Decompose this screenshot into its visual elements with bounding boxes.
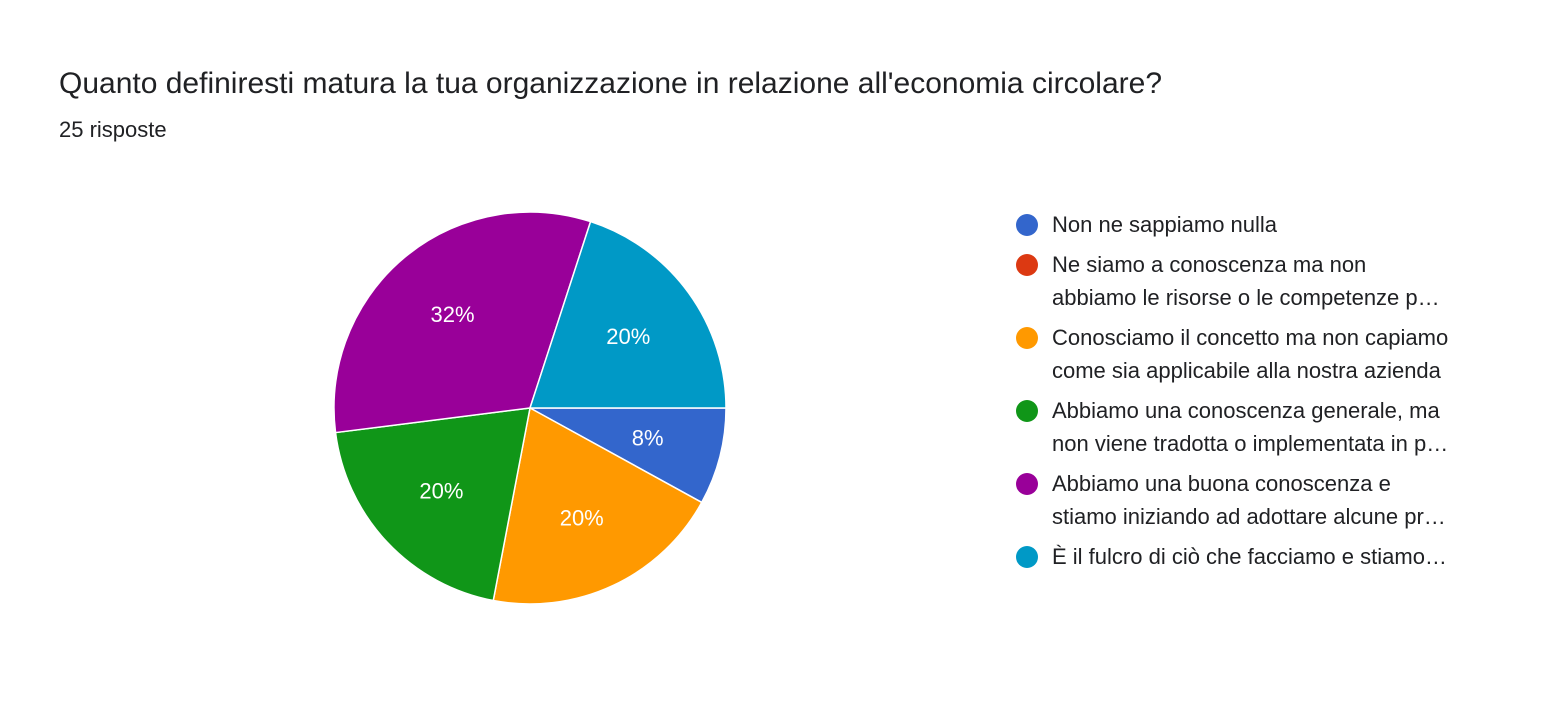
legend-swatch [1016,327,1038,349]
pie-slice-label: 20% [560,505,604,530]
legend-label-line: abbiamo le risorse o le competenze p… [1052,285,1440,310]
legend-label: Abbiamo una buona conoscenza e stiamo in… [1052,467,1536,533]
legend-label-line: stiamo iniziando ad adottare alcune pr… [1052,504,1446,529]
pie-labels: 8% 20% 20% 32% 20% [419,302,663,531]
legend-item[interactable]: Conosciamo il concetto ma non capiamo co… [1016,321,1536,387]
legend-label-line: come sia applicabile alla nostra azienda [1052,358,1441,383]
pie-slice[interactable] [492,406,703,605]
legend-label: Non ne sappiamo nulla [1052,208,1536,241]
pie-slice[interactable] [333,211,592,434]
chart-legend: Non ne sappiamo nulla Ne siamo a conosce… [1016,208,1536,580]
legend-swatch [1016,473,1038,495]
pie-slice[interactable] [334,407,531,602]
legend-label-line: non viene tradotta o implementata in p… [1052,431,1449,456]
response-count: 25 risposte [59,117,167,142]
question-title: Quanto definiresti matura la tua organiz… [59,67,1162,100]
legend-swatch [1016,546,1038,568]
pie-slices [333,211,727,605]
pie-slice-label: 32% [431,302,475,327]
legend-label: Abbiamo una conoscenza generale, ma non … [1052,394,1536,460]
legend-label-line: Abbiamo una buona conoscenza e [1052,471,1391,496]
legend-label: Conosciamo il concetto ma non capiamo co… [1052,321,1536,387]
legend-item[interactable]: Abbiamo una conoscenza generale, ma non … [1016,394,1536,460]
pie-slice[interactable] [529,407,727,504]
legend-item[interactable]: Abbiamo una buona conoscenza e stiamo in… [1016,467,1536,533]
legend-item[interactable]: È il fulcro di ciò che facciamo e stiamo… [1016,540,1536,573]
pie-slice-label: 20% [606,324,650,349]
legend-item[interactable]: Non ne sappiamo nulla [1016,208,1536,241]
legend-label: È il fulcro di ciò che facciamo e stiamo… [1052,540,1536,573]
pie-slice-label: 20% [419,479,463,504]
legend-label-line: È il fulcro di ciò che facciamo e stiamo… [1052,544,1447,569]
pie-slice-label: 8% [632,426,664,451]
legend-label: Ne siamo a conoscenza ma non abbiamo le … [1052,248,1536,314]
legend-label-line: Non ne sappiamo nulla [1052,212,1278,237]
legend-label-line: Conosciamo il concetto ma non capiamo [1052,325,1449,350]
legend-swatch [1016,214,1038,236]
legend-swatch [1016,400,1038,422]
legend-label-line: Ne siamo a conoscenza ma non [1052,252,1367,277]
legend-label-line: Abbiamo una conoscenza generale, ma [1052,398,1440,423]
pie-slice[interactable] [528,220,727,409]
legend-swatch [1016,254,1038,276]
legend-item[interactable]: Ne siamo a conoscenza ma non abbiamo le … [1016,248,1536,314]
